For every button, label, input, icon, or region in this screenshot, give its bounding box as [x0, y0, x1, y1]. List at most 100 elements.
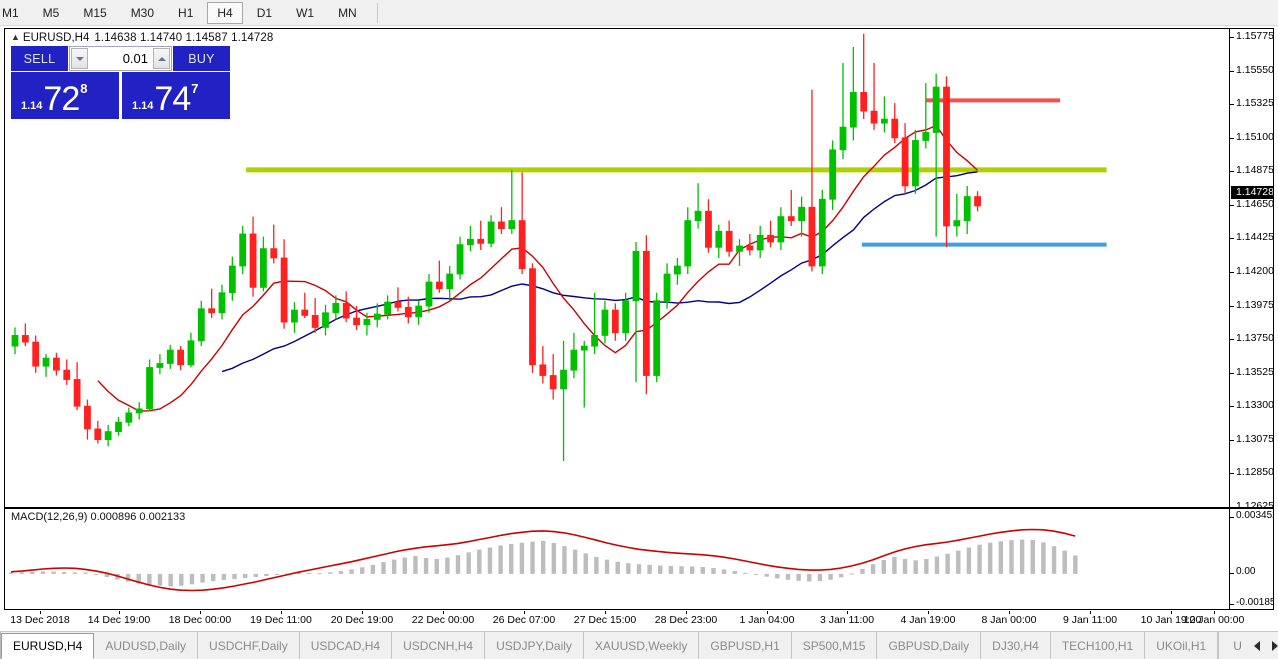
candle: [125, 407, 133, 427]
candle: [798, 196, 805, 237]
tab-bar-left-edge: [0, 632, 1, 659]
volume-decrease-button[interactable]: [71, 48, 88, 69]
candle: [725, 220, 733, 257]
macd-histogram-bar: [892, 556, 897, 574]
chart-tab-xauusd-weekly[interactable]: XAUUSD,Weekly: [584, 632, 700, 659]
macd-histogram-bar: [583, 553, 588, 574]
macd-histogram-bar: [51, 571, 56, 574]
tab-scroll-right-icon[interactable]: [1271, 640, 1278, 651]
tick-dash: [1230, 406, 1234, 408]
candle: [963, 185, 971, 234]
time-axis-label: 28 Dec 23:00: [654, 614, 718, 626]
candle: [404, 296, 412, 324]
macd-axis-tick: 0.00: [1230, 566, 1273, 577]
collapse-triangle-icon[interactable]: ▲: [11, 32, 20, 42]
macd-histogram-bar: [104, 573, 109, 578]
chart-tab-usdchf-daily[interactable]: USDCHF,Daily: [198, 632, 300, 659]
chart-tab-gbpusd-daily[interactable]: GBPUSD,Daily: [877, 632, 982, 659]
candle: [529, 263, 536, 373]
chart-tab-gbpusd-h1[interactable]: GBPUSD,H1: [699, 632, 792, 659]
one-click-trading-panel[interactable]: SELL 0.01 BUY 1.14 72 8 1.14: [11, 46, 230, 119]
volume-increase-button[interactable]: [153, 48, 170, 69]
chart-tab-tech100-h1[interactable]: TECH100,H1: [1051, 632, 1146, 659]
time-axis-tick: [1171, 611, 1172, 614]
macd-axis-tick: 0.003452: [1230, 510, 1273, 521]
macd-histogram-bar: [551, 543, 557, 574]
chart-window[interactable]: ▲ EURUSD,H4 1.14638 1.14740 1.14587 1.1472…: [4, 28, 1274, 610]
macd-histogram-bar: [253, 573, 258, 578]
macd-histogram-bar: [849, 573, 855, 575]
candle: [63, 359, 71, 385]
macd-histogram-bar: [817, 573, 823, 582]
chart-tab-eurusd-h4[interactable]: EURUSD,H4: [1, 633, 95, 659]
chart-tab-sp500-m15[interactable]: SP500,M15: [792, 632, 878, 659]
macd-histogram-bar: [1041, 542, 1046, 574]
price-pane[interactable]: ▲ EURUSD,H4 1.14638 1.14740 1.14587 1.1472…: [5, 29, 1273, 507]
candle: [787, 189, 795, 226]
chart-tab-ukoil-h1[interactable]: UKOil,H1: [1145, 632, 1219, 659]
sell-price-button[interactable]: 1.14 72 8: [11, 72, 119, 119]
macd-signal-line: [10, 528, 1076, 592]
timeframe-button-m30[interactable]: M30: [130, 5, 155, 20]
timeframe-button-h4[interactable]: H4: [207, 1, 243, 24]
candle: [746, 233, 754, 256]
macd-histogram-bar: [423, 557, 429, 574]
macd-histogram-bar: [860, 569, 865, 574]
sell-label[interactable]: SELL: [11, 46, 68, 71]
price-plot-area[interactable]: [5, 29, 1229, 507]
macd-histogram-bar: [8, 572, 14, 574]
macd-histogram-bar: [711, 567, 716, 574]
candle: [632, 241, 640, 383]
candle: [891, 103, 899, 144]
time-axis-label: 13 Dec 2018: [10, 614, 70, 626]
timeframe-button-m5[interactable]: M5: [42, 5, 60, 20]
candle: [901, 123, 909, 194]
time-axis-tick: [443, 611, 444, 614]
chart-tab-dj30-h4[interactable]: DJ30,H4: [981, 632, 1051, 659]
tab-partial-label[interactable]: U: [1233, 638, 1242, 653]
candle: [84, 399, 91, 440]
price-axis[interactable]: 1.15775 1.15550 1.15325 1.15100 1.14875 1.146…: [1229, 29, 1273, 507]
macd-histogram-bar: [977, 544, 982, 574]
tab-scroll-left-icon[interactable]: [1253, 640, 1260, 651]
volume-stepper[interactable]: 0.01: [69, 46, 172, 71]
timeframe-button-m1[interactable]: M1: [2, 5, 19, 20]
macd-histogram-bar: [370, 564, 376, 574]
candle: [353, 306, 360, 331]
chart-tab-usdjpy-daily[interactable]: USDJPY,Daily: [485, 632, 584, 659]
time-axis-tick: [1214, 611, 1215, 614]
macd-histogram-bar: [30, 571, 35, 574]
macd-plot-area[interactable]: [5, 509, 1229, 609]
volume-input[interactable]: 0.01: [89, 47, 152, 70]
chart-symbol-header: ▲ EURUSD,H4 1.14638 1.14740 1.14587 1.1472…: [11, 32, 273, 44]
chart-tab-audusd-daily[interactable]: AUDUSD,Daily: [94, 632, 199, 659]
candle: [694, 183, 702, 229]
macd-pane[interactable]: MACD(12,26,9) 0.000896 0.002133 0.003452…: [5, 509, 1273, 609]
candle: [539, 346, 547, 384]
macd-histogram-bar: [360, 567, 365, 574]
macd-histogram-bar: [466, 552, 471, 574]
macd-histogram-bar: [19, 572, 24, 574]
buy-price-button[interactable]: 1.14 74 7: [122, 72, 230, 119]
candle: [373, 303, 381, 328]
price-axis-label: 1.14425: [1236, 231, 1273, 244]
macd-histogram-bar: [328, 572, 333, 574]
chart-tab-usdcad-h4[interactable]: USDCAD,H4: [300, 632, 393, 659]
timeframe-button-h1[interactable]: H1: [178, 5, 194, 20]
macd-histogram-bar: [807, 573, 812, 582]
macd-histogram-bar: [72, 572, 78, 574]
timeframe-button-mn[interactable]: MN: [338, 5, 357, 20]
candle: [642, 235, 650, 395]
buy-label[interactable]: BUY: [173, 46, 230, 71]
timeframe-button-w1[interactable]: W1: [296, 5, 315, 20]
timeframe-button-m15[interactable]: M15: [83, 5, 107, 20]
candle: [332, 295, 340, 320]
chart-tab-usdcnh-h4[interactable]: USDCNH,H4: [392, 632, 486, 659]
candle: [777, 207, 785, 250]
candle: [560, 340, 567, 461]
price-axis-label: 1.12850: [1236, 466, 1273, 479]
macd-histogram-bar: [828, 573, 833, 580]
tick-dash: [1230, 272, 1234, 273]
timeframe-button-d1[interactable]: D1: [256, 5, 273, 20]
